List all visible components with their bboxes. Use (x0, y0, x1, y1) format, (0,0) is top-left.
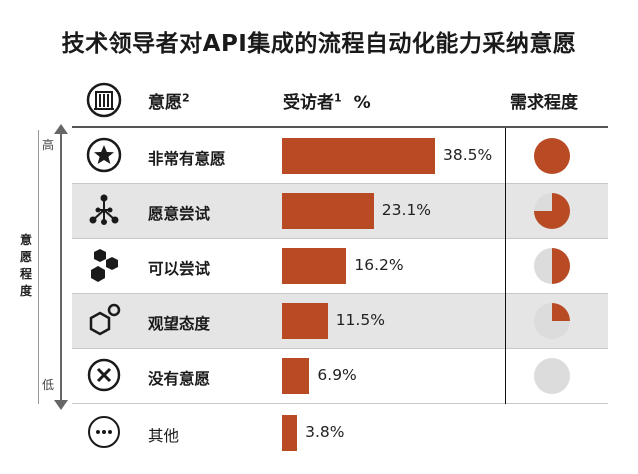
category-label: 观望态度 (148, 315, 211, 333)
ellipsis-circle-icon (86, 414, 122, 450)
header-respondents: 受访者1 % (283, 91, 371, 113)
category-label: 其他 (148, 427, 180, 445)
willingness-axis (60, 130, 62, 404)
row-separator (72, 238, 608, 239)
bar-value-label: 38.5% (443, 145, 493, 164)
bar (282, 302, 328, 339)
bar-value-label: 11.5% (335, 310, 385, 329)
column-divider (505, 128, 506, 404)
hexagon-circle-icon (86, 302, 122, 338)
demand-pie (534, 302, 570, 339)
building-icon (86, 82, 122, 118)
axis-low-label: 低 (42, 378, 55, 392)
header-willingness: 意愿2 (148, 91, 190, 113)
bar (282, 357, 310, 394)
network-icon (86, 192, 122, 228)
category-label: 没有意愿 (148, 370, 211, 388)
header-rule (72, 126, 608, 128)
bar (282, 192, 374, 229)
hexagons-icon (86, 247, 122, 283)
row-separator (72, 348, 608, 349)
pie-slice (534, 137, 570, 174)
x-circle-icon (86, 357, 122, 393)
arrow-up-icon (54, 124, 68, 134)
chart-title: 技术领导者对API集成的流程自动化能力采纳意愿 (61, 31, 577, 57)
pie-slice (534, 192, 570, 229)
row-bg (72, 405, 608, 460)
bar-value-label: 3.8% (305, 422, 345, 441)
pie-slice (552, 302, 570, 321)
category-label: 非常有意愿 (148, 150, 226, 168)
row-separator (72, 293, 608, 294)
axis-guide (38, 130, 39, 404)
axis-title: 意 愿 程 度 (19, 233, 32, 298)
demand-pie (534, 247, 570, 284)
bar-value-label: 23.1% (381, 200, 432, 219)
bar (282, 137, 435, 174)
row-separator (72, 403, 608, 404)
category-label: 愿意尝试 (148, 205, 211, 223)
bar-value-label: 6.9% (317, 365, 357, 384)
demand-pie (534, 357, 570, 394)
bar (282, 247, 347, 284)
row-bg (72, 293, 608, 348)
row-separator (72, 183, 608, 184)
axis-high-label: 高 (42, 138, 55, 152)
category-label: 可以尝试 (148, 260, 211, 278)
pie-background (534, 357, 570, 394)
header-demand: 需求程度 (510, 93, 578, 113)
demand-pie (534, 192, 570, 229)
bar (282, 414, 298, 451)
arrow-down-icon (54, 400, 68, 410)
demand-pie (534, 137, 570, 174)
bar-value-label: 16.2% (354, 255, 404, 274)
star-icon (86, 137, 122, 173)
pie-slice (552, 247, 570, 284)
